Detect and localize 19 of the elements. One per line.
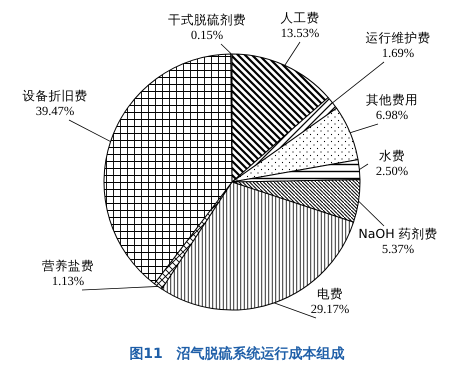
data-label: 1.13%	[52, 274, 84, 288]
data-label: 0.15%	[190, 28, 224, 42]
slice-label: 电费	[317, 286, 343, 301]
data-label: 1.69%	[382, 46, 414, 60]
data-label: 6.98%	[376, 108, 408, 122]
slice-label: 其他费用	[366, 92, 418, 107]
slice-label: NaOH 药剂费	[358, 226, 438, 241]
slice-label: 水费	[379, 148, 405, 163]
slice-label: 运行维护费	[366, 30, 430, 45]
slice-label: 设备折旧费	[22, 88, 88, 103]
slice-label: 营养盐费	[42, 258, 94, 273]
slice-label: 干式脱硫剂费	[168, 12, 246, 27]
data-label: 13.53%	[280, 26, 320, 40]
data-label: 5.37%	[382, 242, 414, 256]
text: 图11 沼气脱硫系统运行成本组成	[129, 345, 345, 362]
data-label: 39.47%	[36, 104, 74, 118]
data-label: 2.50%	[376, 164, 408, 178]
slice-label: 人工费	[280, 10, 320, 25]
data-label: 29.17%	[310, 302, 350, 316]
